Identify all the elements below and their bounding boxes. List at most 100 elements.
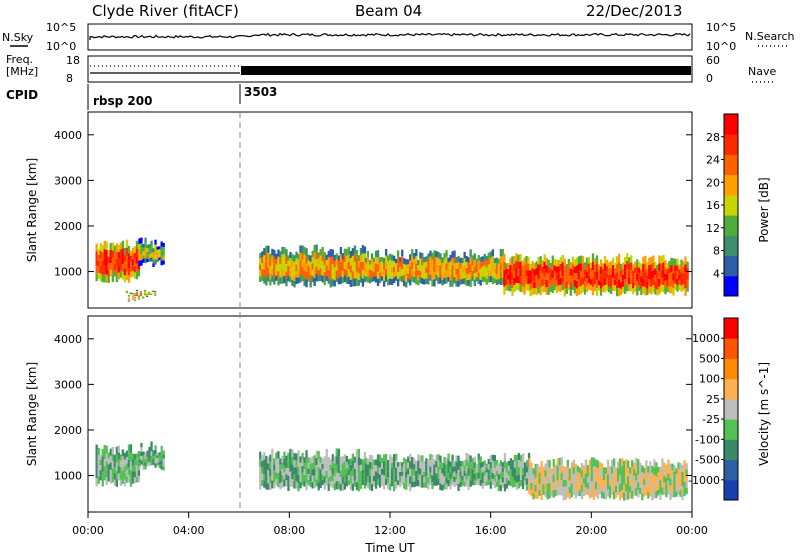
echo-cell	[431, 279, 434, 287]
echo-cell	[311, 269, 314, 276]
echo-cell	[666, 286, 669, 292]
echo-cell	[301, 274, 304, 282]
echo-cell	[541, 279, 544, 286]
colorbar-swatch	[724, 174, 738, 196]
echo-cell	[525, 478, 529, 485]
echo-cell	[119, 256, 123, 264]
echo-cell	[656, 264, 659, 271]
echo-cell	[517, 269, 520, 277]
echo-cell	[483, 254, 486, 260]
echo-cell	[307, 463, 310, 469]
echo-cell	[535, 268, 538, 275]
echo-cell	[467, 268, 470, 275]
echo-cell	[345, 255, 349, 263]
echo-cell	[154, 463, 157, 468]
echo-cell	[115, 258, 119, 267]
echo-cell	[395, 267, 398, 272]
echo-cell	[391, 272, 394, 279]
echo-cell	[347, 480, 351, 486]
echo-cell	[299, 456, 302, 463]
echo-cell	[625, 483, 628, 492]
echo-cell	[567, 259, 571, 266]
echo-cell	[127, 475, 131, 483]
echo-cell	[401, 475, 404, 481]
echo-cell	[604, 480, 608, 487]
echo-cell	[142, 458, 145, 463]
echo-cell	[550, 474, 553, 480]
echo-cell	[572, 473, 576, 481]
echo-cell	[564, 480, 568, 487]
echo-cell	[489, 482, 493, 489]
echo-cell	[509, 278, 512, 285]
echo-cell	[631, 475, 634, 484]
echo-cell	[156, 258, 159, 262]
echo-cell	[676, 265, 679, 272]
echo-cell	[613, 483, 616, 492]
echo-cell	[435, 473, 438, 480]
echo-cell	[491, 478, 495, 485]
echo-cell	[393, 454, 396, 462]
echo-cell	[547, 273, 550, 281]
echo-cell	[297, 265, 300, 272]
echo-cell	[319, 261, 322, 269]
echo-cell	[459, 466, 462, 472]
echo-cell	[493, 468, 497, 475]
echo-cell	[333, 273, 336, 281]
echo-cell	[111, 475, 115, 483]
echo-cell	[540, 492, 543, 500]
echo-cell	[397, 250, 400, 258]
echo-cell	[677, 481, 680, 489]
echo-cell	[341, 253, 345, 259]
echo-cell	[137, 297, 141, 299]
echo-cell	[351, 271, 355, 279]
echo-cell	[409, 461, 412, 469]
echo-cell	[417, 265, 420, 270]
echo-cell	[399, 471, 402, 477]
echo-cell	[638, 285, 641, 291]
echo-cell	[419, 461, 422, 469]
echo-cell	[499, 270, 503, 278]
echo-cell	[309, 457, 312, 464]
colorbar-swatch	[724, 134, 738, 155]
echo-cell	[138, 451, 141, 456]
echo-cell	[632, 288, 635, 295]
colorbar-tick-label: 500	[699, 352, 720, 365]
echo-cell	[372, 481, 376, 487]
echo-cell	[622, 274, 625, 281]
echo-cell	[131, 465, 135, 472]
echo-cell	[421, 265, 424, 272]
echo-cell	[656, 283, 659, 290]
echo-cell	[459, 263, 462, 269]
echo-cell	[614, 274, 617, 280]
echo-cell	[645, 460, 648, 468]
echo-cell	[635, 488, 638, 496]
echo-cell	[323, 483, 326, 490]
echo-cell	[473, 473, 476, 480]
echo-cell	[507, 279, 510, 286]
echo-cell	[596, 468, 600, 476]
echo-cell	[663, 469, 666, 476]
echo-cell	[435, 461, 438, 468]
echo-cell	[129, 256, 133, 262]
echo-cell	[572, 488, 576, 496]
echo-cell	[341, 271, 345, 277]
echo-cell	[393, 255, 396, 262]
echo-cell	[275, 270, 278, 276]
echo-cell	[489, 475, 493, 482]
freq-right-tick-bottom: 0	[706, 72, 713, 85]
echo-cell	[353, 245, 357, 254]
echo-cell	[573, 279, 577, 287]
echo-cell	[283, 458, 286, 466]
echo-cell	[143, 292, 147, 294]
echo-cell	[573, 266, 577, 274]
echo-cell	[378, 467, 382, 475]
colorbar-swatch	[724, 378, 738, 400]
echo-cell	[323, 278, 326, 286]
echo-cell	[489, 251, 493, 258]
echo-cell	[455, 473, 458, 480]
echo-cell	[393, 476, 396, 484]
echo-cell	[321, 463, 324, 470]
echo-cell	[527, 270, 530, 278]
echo-cell	[531, 288, 534, 296]
